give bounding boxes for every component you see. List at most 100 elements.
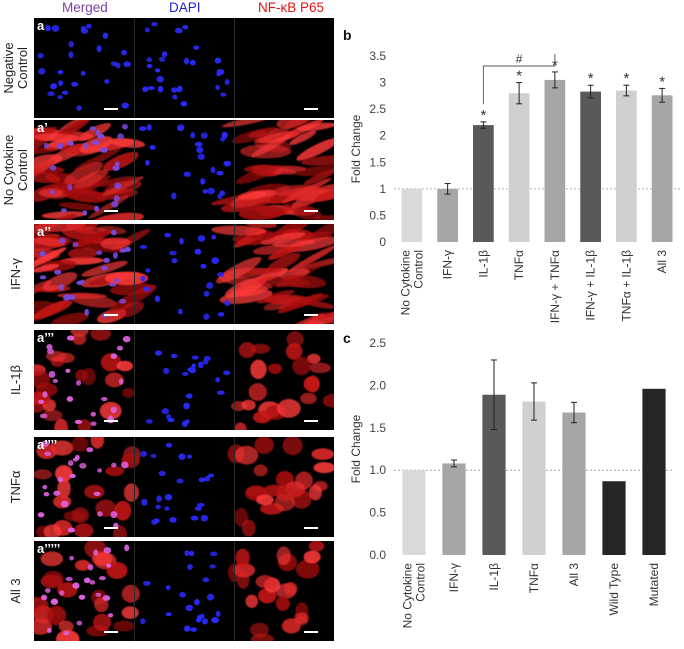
nucleus bbox=[180, 101, 188, 107]
nucleus bbox=[169, 250, 177, 256]
nucleus bbox=[170, 87, 178, 93]
x-tick-label-line: Control bbox=[414, 563, 428, 602]
cell-body bbox=[295, 615, 308, 626]
y-tick-label: 0 bbox=[379, 235, 386, 249]
panel-letter-c: c bbox=[343, 330, 351, 346]
cell-body bbox=[251, 134, 292, 158]
nucleus bbox=[197, 235, 206, 242]
cell-body bbox=[255, 575, 275, 589]
cell-body bbox=[301, 155, 334, 166]
cell-body bbox=[42, 570, 64, 587]
nucleus bbox=[58, 283, 65, 291]
cell-body bbox=[121, 584, 140, 603]
microscopy-panel: a’’’’’ bbox=[34, 541, 334, 641]
x-tick-label: TNFα bbox=[512, 250, 526, 280]
cell-body bbox=[309, 362, 331, 374]
nucleus bbox=[216, 390, 225, 395]
nucleus bbox=[110, 61, 117, 67]
cell-body bbox=[265, 253, 301, 273]
cell-body bbox=[84, 484, 105, 499]
nucleus bbox=[201, 618, 209, 625]
nucleus bbox=[111, 462, 117, 468]
nucleus bbox=[147, 86, 155, 91]
nucleus bbox=[117, 133, 125, 140]
cell-body bbox=[105, 466, 125, 477]
nucleus bbox=[203, 355, 211, 362]
nucleus bbox=[110, 511, 118, 519]
nucleus bbox=[182, 24, 189, 30]
cell-body bbox=[247, 267, 283, 275]
nucleus bbox=[76, 380, 82, 386]
nucleus bbox=[156, 75, 164, 83]
nucleus bbox=[161, 51, 168, 58]
nucleus bbox=[206, 282, 214, 289]
scale-bar bbox=[104, 420, 118, 422]
nucleus bbox=[197, 361, 204, 369]
nucleus bbox=[57, 476, 64, 483]
nucleus bbox=[200, 514, 209, 522]
nucleus bbox=[165, 442, 173, 448]
cell-body bbox=[296, 137, 334, 161]
nucleus bbox=[209, 564, 216, 569]
nucleus bbox=[196, 502, 205, 508]
nucleus bbox=[211, 616, 219, 624]
row-label-line2: Control bbox=[15, 149, 30, 191]
nucleus bbox=[114, 182, 122, 190]
nucleus bbox=[100, 396, 108, 402]
row-label-line1: TNFα bbox=[8, 470, 23, 504]
nucleus bbox=[87, 563, 94, 571]
cell-body bbox=[42, 409, 63, 422]
column-separator bbox=[234, 541, 235, 641]
cell-body bbox=[94, 176, 137, 187]
nucleus bbox=[92, 140, 100, 145]
cell-image bbox=[37, 21, 230, 111]
nucleus bbox=[221, 131, 228, 139]
nucleus bbox=[203, 290, 210, 297]
column-separator bbox=[234, 437, 235, 537]
cell-body bbox=[260, 232, 306, 245]
cell-body bbox=[303, 376, 320, 392]
nucleus bbox=[202, 189, 209, 194]
nucleus bbox=[45, 588, 51, 594]
scale-bar bbox=[104, 210, 118, 212]
cell-body bbox=[74, 169, 109, 189]
column-separator bbox=[234, 330, 235, 430]
cell-body bbox=[71, 437, 89, 452]
x-tick-label: No Cytokine Control bbox=[398, 250, 425, 316]
nucleus bbox=[57, 69, 64, 75]
nucleus bbox=[163, 367, 170, 375]
cell-body bbox=[73, 148, 121, 171]
nucleus bbox=[48, 371, 56, 378]
x-tick-label-line: IFN-γ bbox=[447, 563, 461, 592]
x-tick-label-line: TNFα bbox=[527, 563, 541, 593]
nucleus bbox=[44, 451, 52, 457]
cell-body bbox=[250, 633, 275, 641]
column-separator bbox=[234, 120, 235, 220]
microscopy-panel: a’ bbox=[34, 120, 334, 220]
cell-body bbox=[221, 120, 272, 128]
cell-body bbox=[253, 411, 272, 424]
nucleus bbox=[215, 376, 221, 383]
cell-body bbox=[106, 562, 128, 579]
nucleus bbox=[186, 454, 193, 459]
nucleus bbox=[60, 208, 67, 213]
cell-body bbox=[308, 315, 334, 324]
scale-bar bbox=[304, 631, 318, 633]
nucleus bbox=[68, 51, 74, 59]
cell-body bbox=[122, 387, 135, 398]
cell-body bbox=[116, 360, 134, 372]
nucleus bbox=[61, 90, 69, 95]
nucleus bbox=[72, 457, 79, 462]
cell-body bbox=[300, 392, 317, 405]
nucleus bbox=[209, 551, 218, 557]
nucleus bbox=[178, 453, 186, 460]
cell-body bbox=[286, 331, 304, 348]
cell-body bbox=[90, 330, 111, 341]
cell-body bbox=[43, 524, 62, 537]
column-separator bbox=[134, 120, 135, 220]
cell-body bbox=[34, 596, 49, 614]
nucleus bbox=[183, 402, 190, 410]
nucleus bbox=[60, 500, 69, 508]
nucleus bbox=[206, 593, 215, 601]
cytoplasm-layer bbox=[34, 120, 146, 220]
